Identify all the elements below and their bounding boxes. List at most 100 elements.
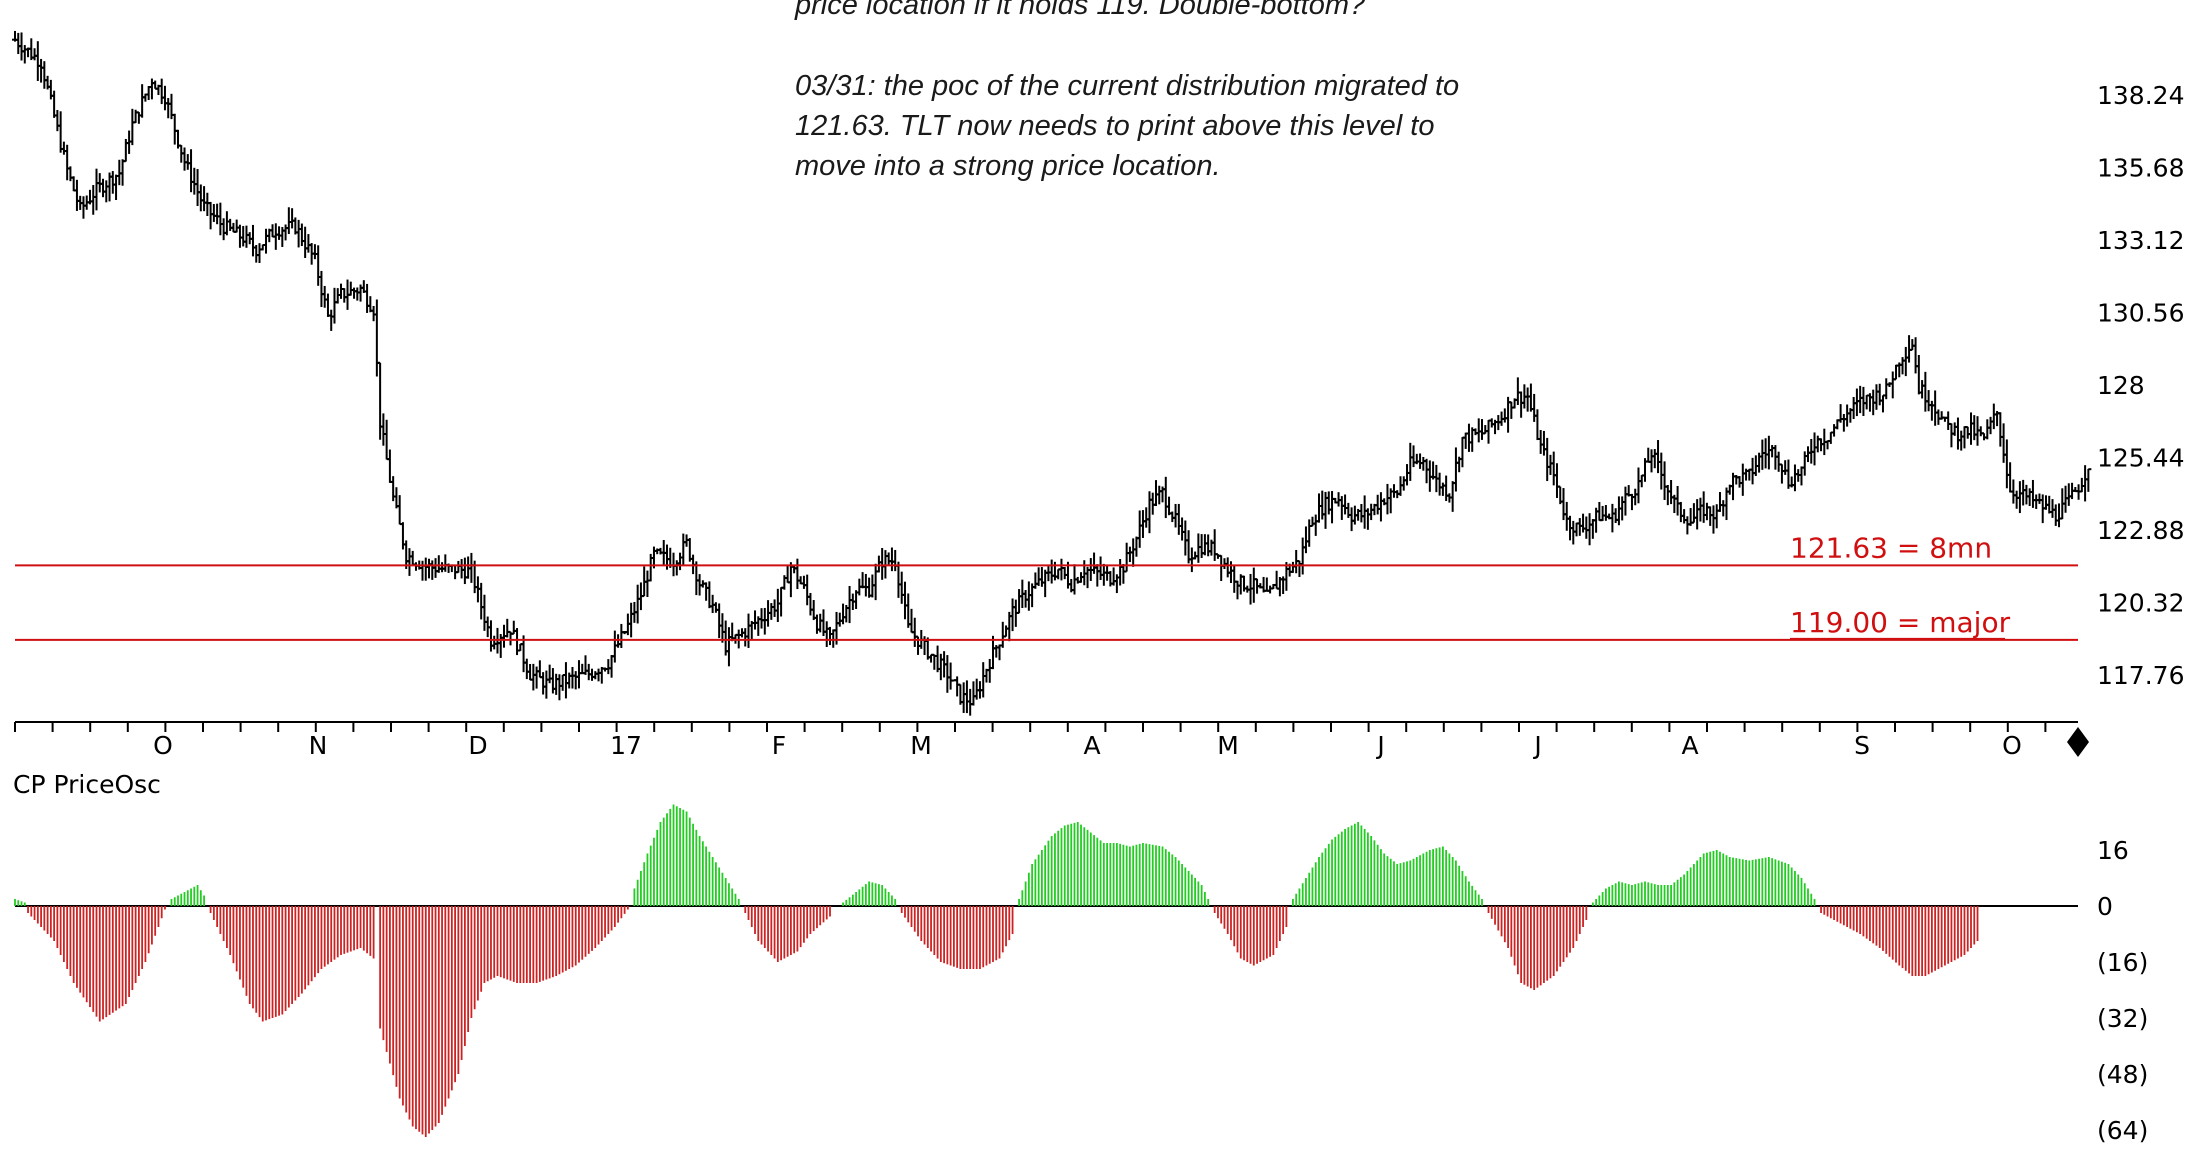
price-bar xyxy=(54,109,61,132)
price-bar xyxy=(230,222,237,233)
price-bar xyxy=(1443,475,1450,501)
price-bar xyxy=(1482,425,1489,435)
price-bar xyxy=(1417,453,1424,469)
price-bar xyxy=(2082,465,2089,502)
time-axis-label: O xyxy=(2002,731,2022,760)
price-bar xyxy=(331,287,338,324)
price-bar xyxy=(527,664,534,681)
price-bar xyxy=(161,85,168,111)
price-bar xyxy=(2026,488,2033,507)
price-bar xyxy=(21,45,28,64)
price-bar xyxy=(804,574,811,606)
price-bar xyxy=(1182,520,1189,556)
price-bar xyxy=(1518,391,1525,418)
oscillator-y-tick-label: (48) xyxy=(2097,1060,2148,1089)
price-bar xyxy=(2010,479,2017,504)
price-bar xyxy=(589,668,596,681)
price-bar xyxy=(1909,339,1916,351)
price-bar xyxy=(1987,416,1994,435)
price-bar xyxy=(752,610,759,630)
price-y-tick-label: 130.56 xyxy=(2097,299,2184,328)
price-bar xyxy=(1749,457,1756,485)
price-bar xyxy=(1329,491,1336,524)
price-bar xyxy=(1596,501,1603,522)
price-bar xyxy=(954,676,961,697)
price-bar xyxy=(1778,463,1785,484)
price-bar xyxy=(1694,499,1701,530)
price-bar xyxy=(1932,390,1939,426)
price-bar xyxy=(546,664,553,684)
price-bar xyxy=(1658,452,1665,490)
price-bar xyxy=(1948,422,1955,448)
price-bar xyxy=(468,552,475,583)
price-bar xyxy=(1922,371,1929,412)
price-bar xyxy=(1540,430,1547,456)
time-axis-label: O xyxy=(153,731,173,760)
price-y-tick-label: 120.32 xyxy=(2097,589,2184,618)
price-bar xyxy=(1368,503,1375,521)
price-bar xyxy=(1009,598,1016,632)
price-bar xyxy=(429,560,436,580)
price-bar xyxy=(1299,537,1306,575)
price-bar xyxy=(725,627,732,667)
price-bar xyxy=(1935,409,1942,425)
price-bar xyxy=(536,660,543,679)
price-bar xyxy=(1651,449,1658,469)
price-bar xyxy=(1143,507,1150,528)
price-y-tick-label: 128 xyxy=(2097,371,2145,400)
price-y-tick-label: 125.44 xyxy=(2097,444,2184,473)
price-bar xyxy=(458,559,465,579)
oscillator-y-tick-label: (64) xyxy=(2097,1116,2148,1145)
price-bar xyxy=(1928,400,1935,421)
price-bar xyxy=(406,548,413,576)
annotation-line-3: 121.63. TLT now needs to print above thi… xyxy=(795,110,1435,142)
price-bar xyxy=(380,413,387,446)
price-bar xyxy=(1951,422,1958,436)
price-bar xyxy=(1097,556,1104,581)
price-bar xyxy=(1149,492,1156,515)
price-bar xyxy=(882,550,889,579)
price-bar xyxy=(1524,387,1531,412)
price-bar xyxy=(1195,533,1202,563)
price-y-axis: 138.24 135.68 133.12 130.56 128 125.44 122.88 1… xyxy=(2097,81,2184,690)
price-bar xyxy=(1563,501,1570,531)
price-bar xyxy=(1130,538,1137,567)
price-bar xyxy=(1537,430,1544,454)
price-bar xyxy=(1032,572,1039,589)
price-bar xyxy=(996,644,1003,661)
price-bar xyxy=(341,287,348,303)
price-bar xyxy=(1338,496,1345,520)
price-bar xyxy=(57,111,64,153)
price-bar xyxy=(1407,442,1414,481)
price-bar xyxy=(1831,424,1838,437)
price-bar xyxy=(827,626,833,646)
price-bar xyxy=(1544,437,1551,482)
price-bar xyxy=(1358,504,1365,523)
price-bar xyxy=(1674,485,1681,516)
price-bar xyxy=(1479,419,1485,440)
oscillator-y-tick-label: 16 xyxy=(2097,836,2129,865)
oscillator-y-tick-label: 0 xyxy=(2097,892,2113,921)
price-bar xyxy=(1410,445,1417,468)
time-axis-label: A xyxy=(1681,731,1698,760)
price-bar xyxy=(2023,484,2030,505)
price-bar xyxy=(784,565,791,584)
time-axis-label: 17 xyxy=(610,731,642,760)
price-bar xyxy=(523,658,530,680)
scroll-marker-icon[interactable] xyxy=(2067,727,2089,757)
price-bar xyxy=(354,287,361,301)
price-bar xyxy=(442,554,449,572)
price-bar xyxy=(253,244,260,263)
price-bar xyxy=(745,613,752,648)
price-bar xyxy=(1560,488,1567,521)
price-bar xyxy=(562,662,569,699)
price-bar xyxy=(862,573,869,597)
price-bar xyxy=(1805,446,1811,463)
price-bar xyxy=(1971,415,1978,441)
price-bar xyxy=(364,283,371,313)
price-bar xyxy=(1042,569,1049,598)
price-bar xyxy=(139,84,146,118)
price-bar xyxy=(236,224,243,248)
price-bar xyxy=(64,144,71,181)
price-bar xyxy=(1576,518,1583,536)
